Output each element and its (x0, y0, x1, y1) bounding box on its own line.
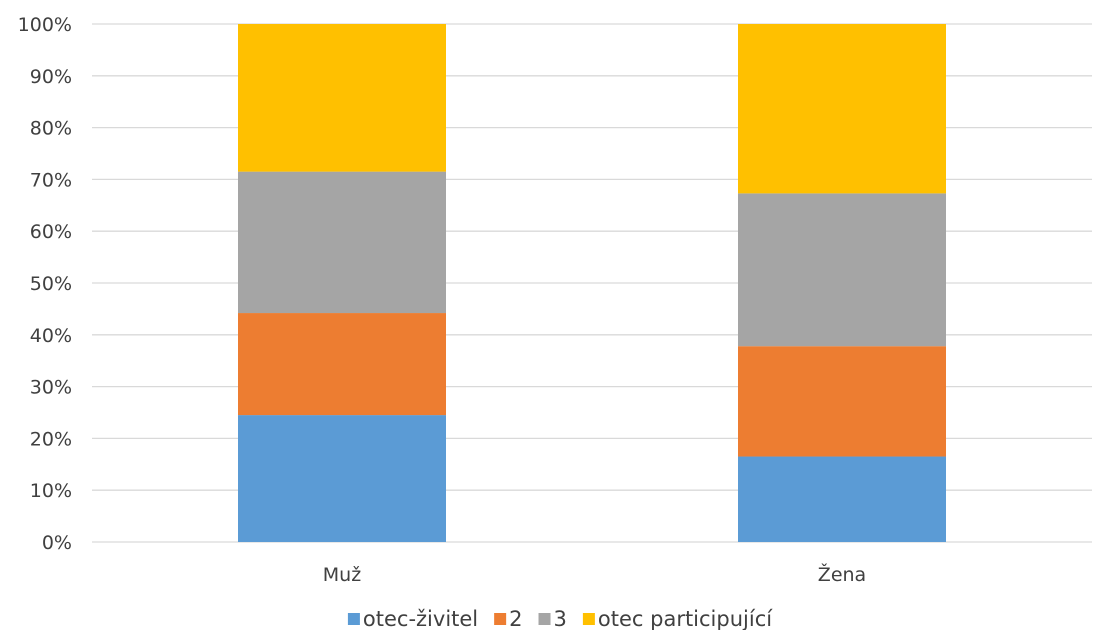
y-tick-label: 10% (30, 480, 72, 502)
y-tick-label: 90% (30, 66, 72, 88)
y-tick-label: 20% (30, 428, 72, 450)
bar-segment (738, 24, 946, 194)
y-tick-label: 80% (30, 118, 72, 140)
legend-label: otec participující (598, 607, 773, 630)
legend-item: 3 (538, 607, 567, 630)
x-category-label: Muž (323, 564, 361, 586)
y-tick-label: 60% (30, 221, 72, 243)
y-tick-label: 30% (30, 377, 72, 399)
bar-segment (738, 193, 946, 347)
legend-item: otec participující (582, 607, 773, 630)
x-category-label: Žena (818, 563, 866, 586)
bars (238, 24, 946, 542)
x-axis-category-labels: Muž Žena (323, 563, 866, 586)
y-tick-label: 50% (30, 273, 72, 295)
legend-label: otec-živitel (363, 607, 478, 630)
y-tick-label: 70% (30, 169, 72, 191)
legend-item: 2 (494, 607, 523, 630)
bar-segment (238, 171, 446, 314)
bar-segment (238, 313, 446, 416)
legend-swatch (494, 613, 507, 625)
y-tick-label: 0% (42, 532, 72, 554)
legend-item: otec-živitel (347, 607, 478, 630)
y-tick-label: 40% (30, 325, 72, 347)
legend-label: 3 (554, 607, 567, 630)
legend-swatch (582, 613, 595, 625)
bar-segment (238, 415, 446, 542)
legend-swatch (538, 613, 551, 625)
bar-segment (238, 24, 446, 172)
bar-segment (738, 456, 946, 542)
y-axis-tick-labels: 0% 10% 20% 30% 40% 50% 60% 70% 80% 90% 100% (18, 14, 72, 554)
y-tick-label: 100% (18, 14, 72, 36)
legend-label: 2 (509, 607, 522, 630)
legend-swatch (347, 613, 360, 625)
legend: otec-živitel 2 3 otec participující (347, 607, 773, 630)
bar-segment (738, 346, 946, 457)
